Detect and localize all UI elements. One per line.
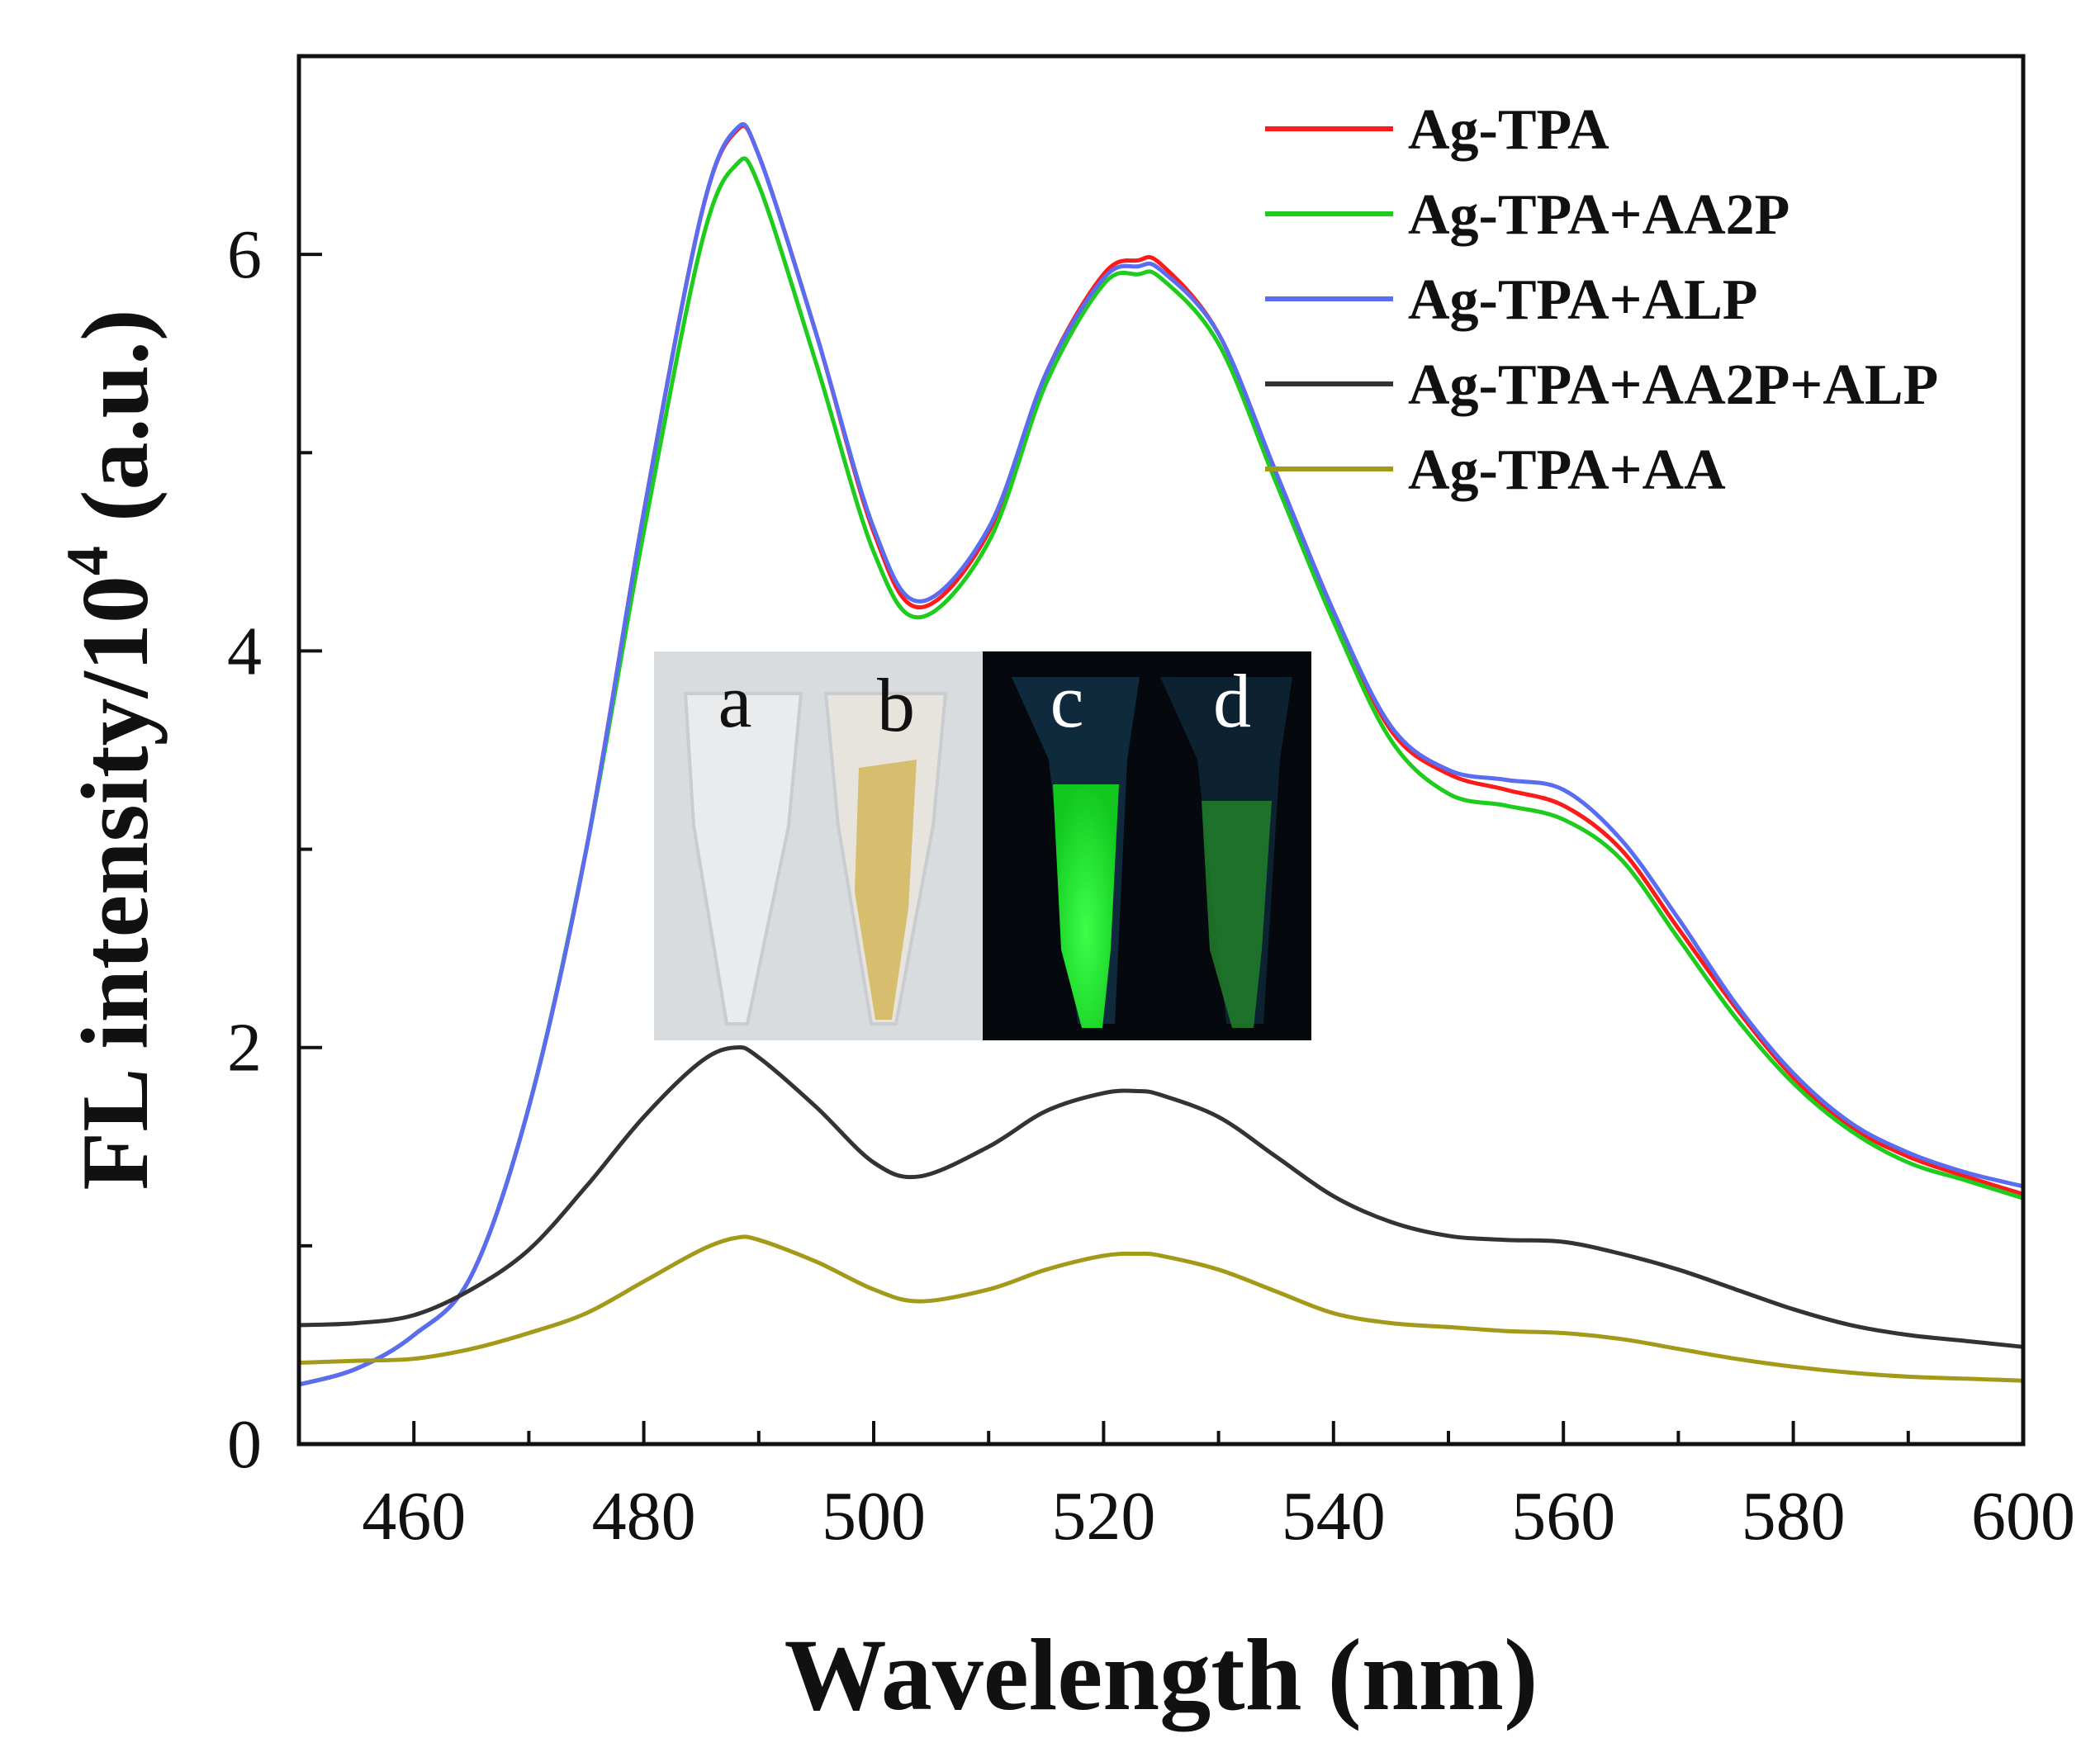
series-group — [298, 122, 2024, 1387]
legend-label: Ag-TPA+AA — [1408, 438, 1726, 502]
inset-label-b: b — [877, 663, 915, 747]
x-tick-label: 460 — [362, 1478, 466, 1555]
plot-frame — [296, 54, 2026, 1447]
tube-b-liquid — [855, 760, 917, 1020]
tube-c-fluorescence — [1053, 784, 1119, 1028]
y-axis-label: FL intensity/104 (a.u.) — [55, 309, 168, 1190]
series-line-3 — [298, 1044, 2024, 1349]
legend-label: Ag-TPA+AA2P — [1408, 183, 1790, 247]
x-tick-label: 500 — [822, 1478, 926, 1555]
inset-label-d: d — [1213, 659, 1251, 743]
y-axis-label-main: FL intensity/10 — [63, 575, 168, 1190]
inset-label-a: a — [718, 659, 752, 743]
legend-label: Ag-TPA — [1408, 98, 1609, 162]
y-axis-label-unit: (a.u.) — [63, 309, 168, 546]
legend-label: Ag-TPA+AA2P+ALP — [1408, 353, 1938, 417]
x-tick-label: 480 — [592, 1478, 696, 1555]
y-tick-label: 2 — [227, 1010, 262, 1087]
series-line-2 — [298, 122, 2024, 1387]
x-tick-label: 540 — [1282, 1478, 1386, 1555]
x-tick-label: 520 — [1051, 1478, 1155, 1555]
inset-photo: a b c d — [654, 651, 1311, 1040]
tube-a — [683, 692, 803, 1025]
x-tick-label: 560 — [1511, 1478, 1615, 1555]
legend-label: Ag-TPA+ALP — [1408, 268, 1758, 332]
y-tick-label: 6 — [227, 216, 262, 293]
tube-d-fluorescence — [1202, 801, 1272, 1028]
x-tick-label: 580 — [1742, 1478, 1846, 1555]
series-line-4 — [298, 1234, 2024, 1383]
inset-label-c: c — [1050, 659, 1084, 743]
x-axis-label: Wavelength (nm) — [785, 1618, 1538, 1732]
y-tick-label: 0 — [227, 1406, 262, 1483]
axis-ticks: 460 480 500 520 540 560 580 600 0 2 4 6 — [227, 216, 2075, 1555]
x-tick-label: 600 — [1971, 1478, 2075, 1555]
y-tick-label: 4 — [227, 613, 262, 689]
y-axis-label-exponent: 4 — [55, 546, 121, 575]
legend: Ag-TPA Ag-TPA+AA2P Ag-TPA+ALP Ag-TPA+AA2P+A… — [1265, 98, 1938, 502]
